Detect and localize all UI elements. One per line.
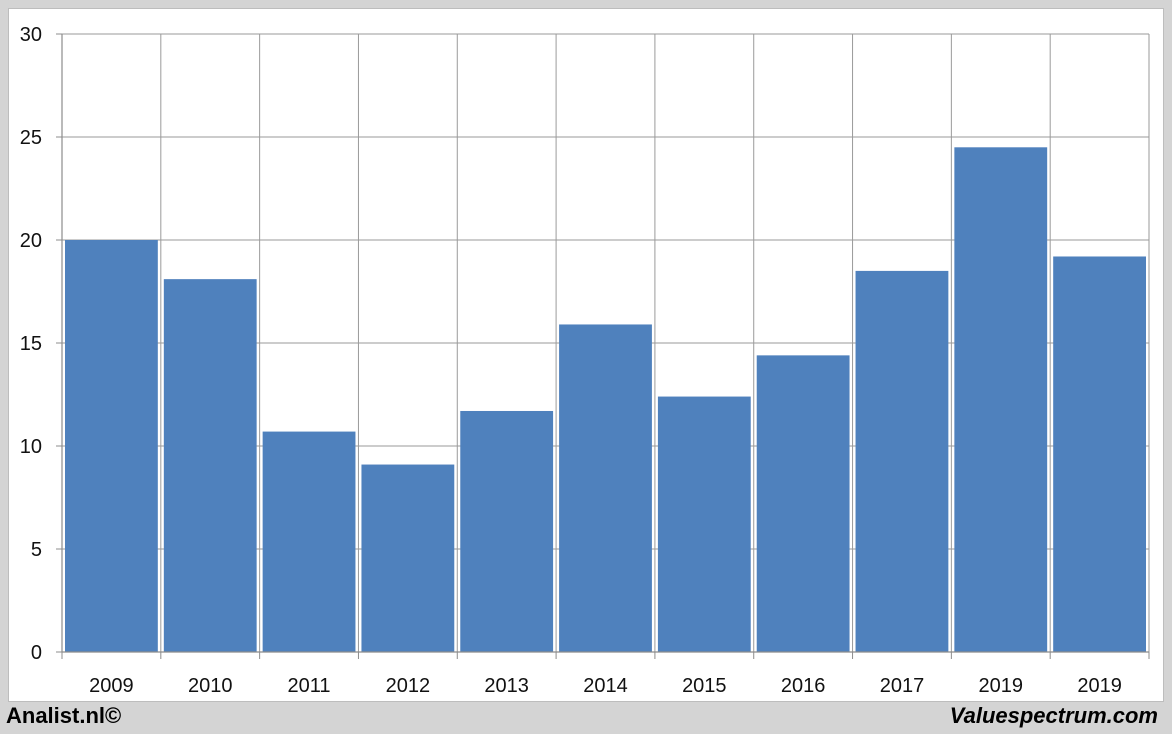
y-tick-label: 25: [20, 127, 42, 149]
x-tick-label: 2019: [979, 675, 1024, 697]
bar-2009: [65, 240, 158, 652]
x-tick-label: 2017: [880, 675, 925, 697]
x-tick-label: 2009: [89, 675, 134, 697]
y-tick-label: 20: [20, 230, 42, 252]
footer-source-right: Valuespectrum.com: [949, 703, 1158, 728]
x-tick-label: 2011: [288, 675, 331, 697]
x-tick-label: 2010: [188, 675, 233, 697]
x-tick-label: 2012: [386, 675, 431, 697]
bar-2013: [460, 410, 554, 652]
x-tick-label: 2013: [484, 675, 529, 697]
footer-source-left: Analist.nl©: [6, 703, 122, 728]
bar-2019: [1053, 256, 1146, 652]
y-tick-label: 30: [20, 24, 42, 46]
bar-2011: [262, 431, 356, 652]
x-tick-label: 2019: [1077, 675, 1122, 697]
bar-2017: [855, 270, 949, 652]
bar-2016: [756, 355, 850, 652]
y-tick-label: 15: [20, 333, 42, 355]
x-tick-label: 2015: [682, 675, 727, 697]
bar-2012: [361, 464, 455, 652]
y-tick-label: 0: [31, 642, 42, 664]
bar-2019: [954, 147, 1048, 653]
bar-2014: [559, 324, 652, 652]
bar-2010: [163, 279, 257, 652]
x-tick-label: 2014: [583, 675, 628, 697]
y-tick-label: 5: [31, 539, 42, 561]
y-tick-label: 10: [20, 436, 42, 458]
x-tick-label: 2016: [781, 675, 826, 697]
bar-2015: [657, 396, 751, 652]
